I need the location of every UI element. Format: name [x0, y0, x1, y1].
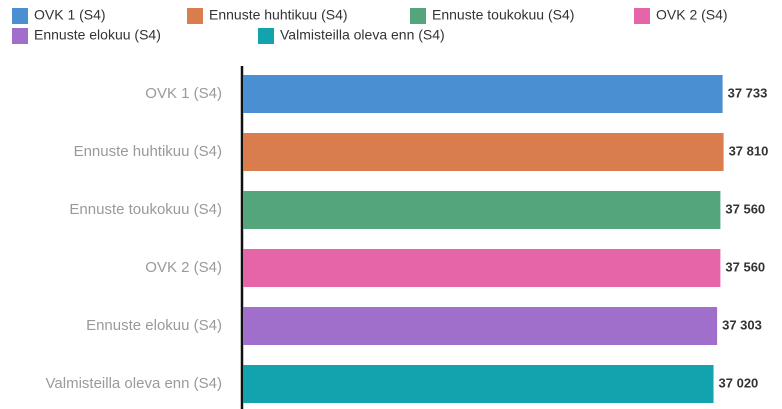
value-label: 37 303: [722, 317, 762, 332]
legend-label: OVK 1 (S4): [34, 7, 106, 23]
bar: [243, 133, 724, 171]
legend-label: Ennuste toukokuu (S4): [432, 7, 574, 23]
bar: [243, 191, 721, 229]
category-label: Valmisteilla oleva enn (S4): [46, 375, 222, 392]
legend-swatch: [410, 8, 426, 24]
category-label: Ennuste toukokuu (S4): [69, 201, 222, 218]
legend-label: Valmisteilla oleva enn (S4): [280, 27, 445, 43]
category-label: Ennuste huhtikuu (S4): [74, 143, 222, 160]
bar: [243, 365, 714, 403]
legend-label: Ennuste huhtikuu (S4): [209, 7, 348, 23]
legend-swatch: [634, 8, 650, 24]
bar: [243, 75, 723, 113]
category-label: OVK 1 (S4): [145, 85, 222, 102]
legend-swatch: [258, 28, 274, 44]
bar: [243, 307, 718, 345]
legend-swatch: [12, 28, 28, 44]
bar: [243, 249, 721, 287]
value-label: 37 560: [725, 201, 765, 216]
legend-label: OVK 2 (S4): [656, 7, 728, 23]
value-label: 37 733: [728, 85, 768, 100]
value-label: 37 020: [719, 375, 759, 390]
legend-swatch: [187, 8, 203, 24]
category-label: Ennuste elokuu (S4): [86, 317, 222, 334]
value-label: 37 810: [729, 143, 769, 158]
legend-swatch: [12, 8, 28, 24]
category-label: OVK 2 (S4): [145, 259, 222, 276]
value-label: 37 560: [725, 259, 765, 274]
legend-label: Ennuste elokuu (S4): [34, 27, 161, 43]
